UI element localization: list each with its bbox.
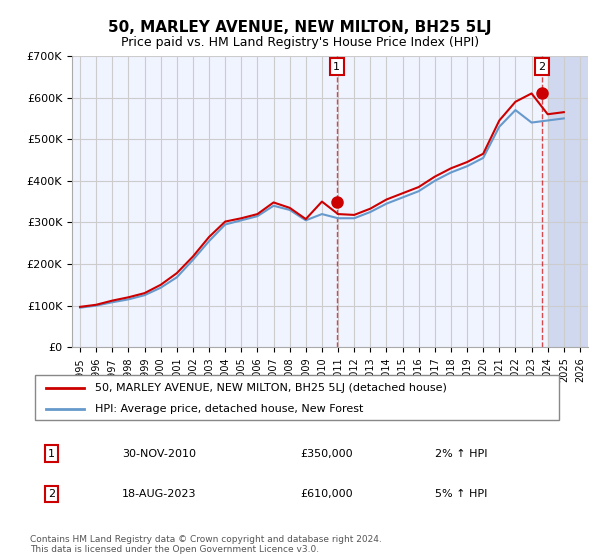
Text: 2: 2: [48, 489, 55, 499]
Text: 50, MARLEY AVENUE, NEW MILTON, BH25 5LJ: 50, MARLEY AVENUE, NEW MILTON, BH25 5LJ: [108, 20, 492, 35]
Text: 1: 1: [48, 449, 55, 459]
Text: 1: 1: [333, 62, 340, 72]
Text: 2: 2: [538, 62, 545, 72]
Text: 30-NOV-2010: 30-NOV-2010: [122, 449, 196, 459]
Text: 5% ↑ HPI: 5% ↑ HPI: [435, 489, 487, 499]
Text: £610,000: £610,000: [300, 489, 353, 499]
Text: Contains HM Land Registry data © Crown copyright and database right 2024.
This d: Contains HM Land Registry data © Crown c…: [30, 535, 382, 554]
Text: 2% ↑ HPI: 2% ↑ HPI: [435, 449, 487, 459]
Text: Price paid vs. HM Land Registry's House Price Index (HPI): Price paid vs. HM Land Registry's House …: [121, 36, 479, 49]
Text: 50, MARLEY AVENUE, NEW MILTON, BH25 5LJ (detached house): 50, MARLEY AVENUE, NEW MILTON, BH25 5LJ …: [95, 382, 446, 393]
Text: 18-AUG-2023: 18-AUG-2023: [122, 489, 196, 499]
Text: HPI: Average price, detached house, New Forest: HPI: Average price, detached house, New …: [95, 404, 363, 414]
Bar: [548, 56, 596, 347]
FancyBboxPatch shape: [35, 375, 559, 420]
Text: £350,000: £350,000: [300, 449, 353, 459]
